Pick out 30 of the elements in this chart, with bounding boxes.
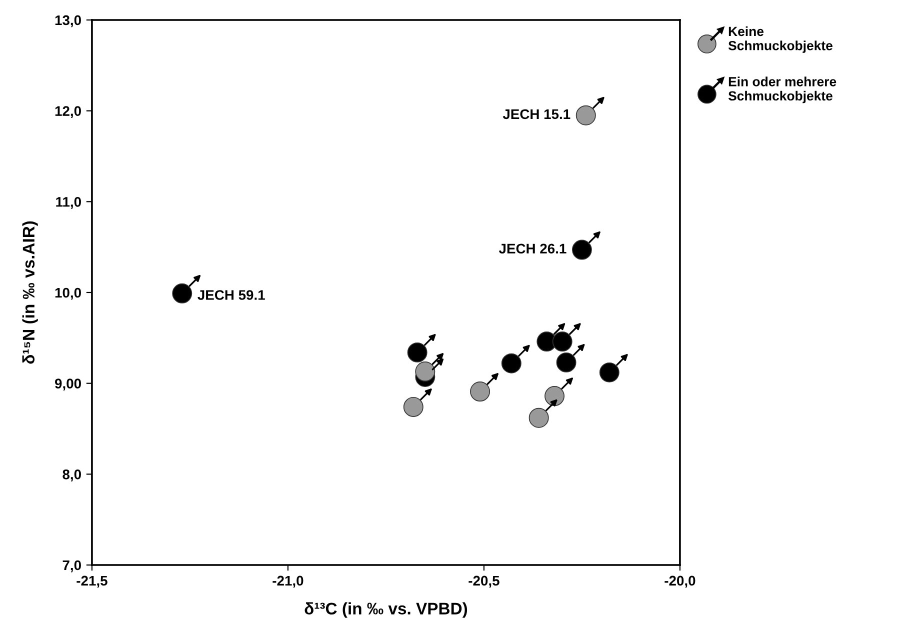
legend-label: Keine Schmuckobjekte [728,26,832,53]
y-tick-label: 9,00 [54,378,81,391]
x-axis-title: δ¹³C (in ‰ vs. VPBD) [304,602,468,618]
y-tick-label: 11,0 [56,196,81,209]
y-axis-title: δ¹⁵N (in ‰ vs.AIR) [22,221,38,364]
point [501,353,522,374]
point [599,362,620,382]
point [403,396,424,417]
annotation: JECH 26.1 [498,244,566,254]
point [528,408,549,428]
point [576,105,596,126]
point [407,342,428,362]
y-tick-label: 8,0 [62,470,81,482]
annotation: JECH 15.1 [502,109,570,120]
x-tick-label: -20,5 [468,576,500,588]
x-tick-label: -20,0 [664,576,696,588]
x-tick-label: -21,5 [76,576,108,588]
y-tick-label: 13,0 [55,15,81,28]
legend-label: Ein oder mehrere Schmuckobjekte [728,76,836,104]
point [172,283,192,304]
point [572,240,592,260]
point [470,382,490,402]
annotation: JECH 59.1 [198,290,265,300]
point [415,362,436,382]
y-tick-label: 12,0 [55,106,81,118]
point [552,332,572,352]
y-tick-label: 10,0 [55,288,81,300]
point [556,352,576,372]
y-tick-label: 7,0 [62,560,81,572]
x-tick-label: -21,0 [272,576,304,588]
